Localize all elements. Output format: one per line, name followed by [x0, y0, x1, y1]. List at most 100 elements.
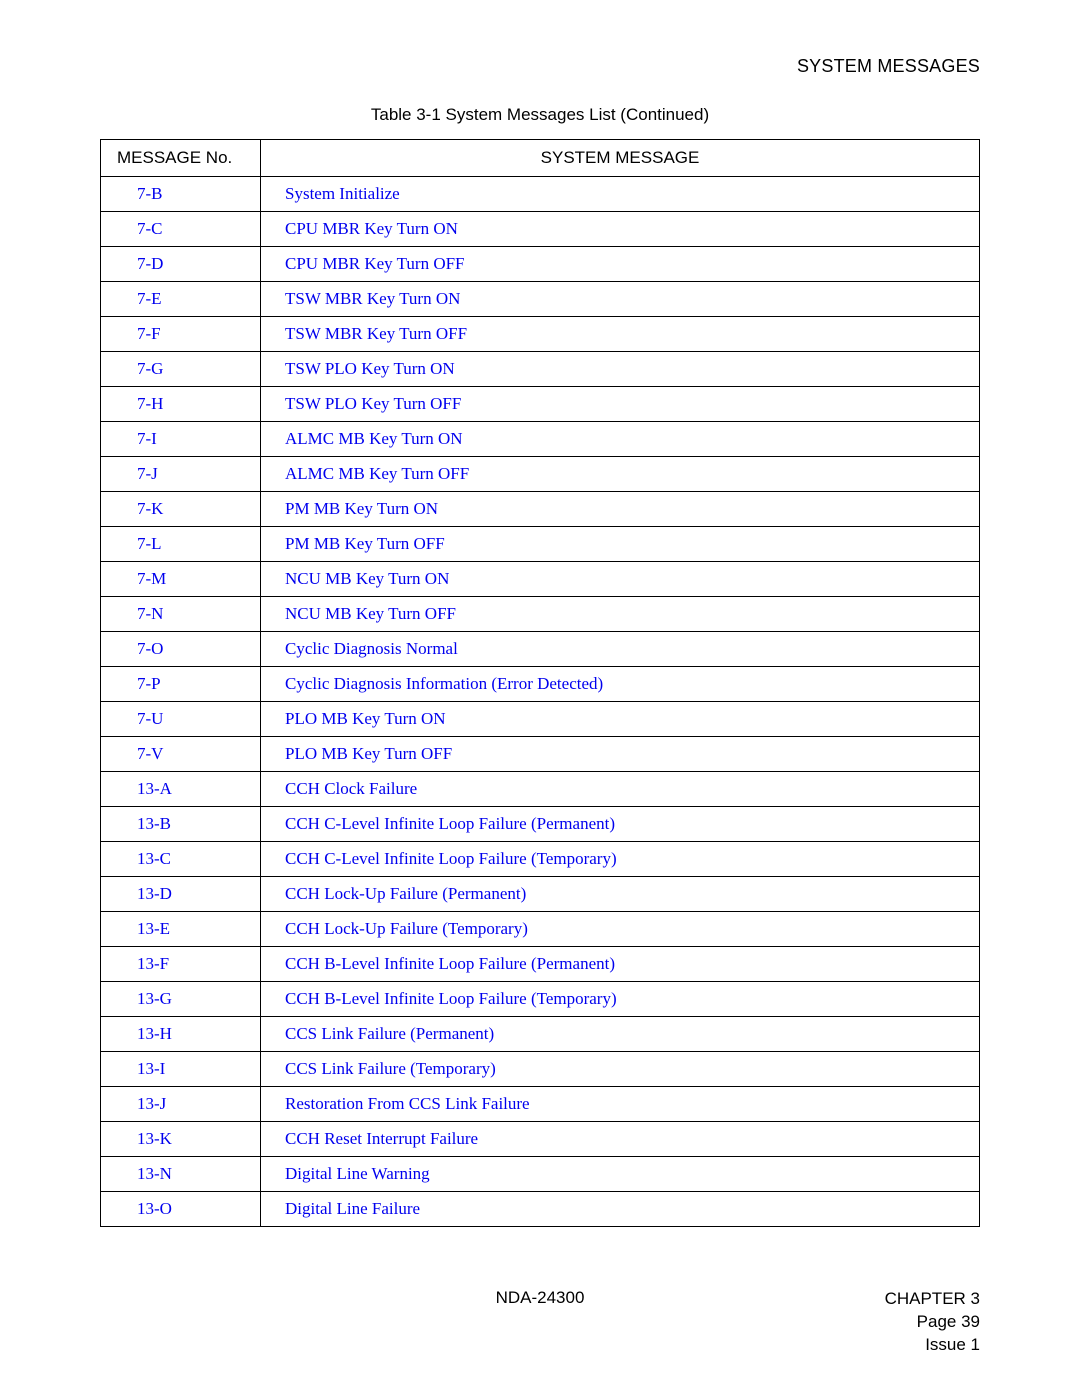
cell-message-no: 13-E [101, 912, 261, 947]
system-message-link[interactable]: CCH C-Level Infinite Loop Failure (Tempo… [285, 849, 617, 868]
message-no-link[interactable]: 13-A [137, 779, 172, 798]
system-message-link[interactable]: ALMC MB Key Turn ON [285, 429, 463, 448]
message-no-link[interactable]: 13-O [137, 1199, 172, 1218]
cell-message-no: 7-E [101, 282, 261, 317]
cell-system-message: TSW MBR Key Turn ON [261, 282, 980, 317]
message-no-link[interactable]: 13-G [137, 989, 172, 1008]
system-message-link[interactable]: CCS Link Failure (Temporary) [285, 1059, 496, 1078]
system-message-link[interactable]: PLO MB Key Turn ON [285, 709, 446, 728]
message-no-link[interactable]: 13-J [137, 1094, 166, 1113]
table-body: 7-B System Initialize 7-C CPU MBR Key Turn … [101, 177, 980, 1227]
table-row: 7-C CPU MBR Key Turn ON [101, 212, 980, 247]
message-no-link[interactable]: 7-J [137, 464, 158, 483]
cell-message-no: 13-C [101, 842, 261, 877]
message-no-link[interactable]: 7-K [137, 499, 163, 518]
system-message-link[interactable]: PM MB Key Turn OFF [285, 534, 445, 553]
message-no-link[interactable]: 7-L [137, 534, 162, 553]
message-no-link[interactable]: 13-I [137, 1059, 165, 1078]
system-message-link[interactable]: Cyclic Diagnosis Normal [285, 639, 458, 658]
message-no-link[interactable]: 7-N [137, 604, 163, 623]
system-message-link[interactable]: Digital Line Failure [285, 1199, 420, 1218]
system-message-link[interactable]: TSW PLO Key Turn OFF [285, 394, 461, 413]
system-message-link[interactable]: CPU MBR Key Turn ON [285, 219, 458, 238]
system-message-link[interactable]: TSW MBR Key Turn ON [285, 289, 460, 308]
message-no-link[interactable]: 7-U [137, 709, 163, 728]
table-row: 7-O Cyclic Diagnosis Normal [101, 632, 980, 667]
system-message-link[interactable]: ALMC MB Key Turn OFF [285, 464, 469, 483]
section-header: SYSTEM MESSAGES [100, 56, 980, 77]
system-message-link[interactable]: System Initialize [285, 184, 400, 203]
table-row: 13-I CCS Link Failure (Temporary) [101, 1052, 980, 1087]
cell-message-no: 13-H [101, 1017, 261, 1052]
cell-system-message: PM MB Key Turn ON [261, 492, 980, 527]
system-message-link[interactable]: TSW MBR Key Turn OFF [285, 324, 467, 343]
cell-message-no: 13-F [101, 947, 261, 982]
message-no-link[interactable]: 7-G [137, 359, 163, 378]
system-message-link[interactable]: Cyclic Diagnosis Information (Error Dete… [285, 674, 603, 693]
cell-message-no: 7-G [101, 352, 261, 387]
table-row: 7-V PLO MB Key Turn OFF [101, 737, 980, 772]
table-header-row: MESSAGE No. SYSTEM MESSAGE [101, 140, 980, 177]
cell-system-message: TSW MBR Key Turn OFF [261, 317, 980, 352]
cell-message-no: 7-J [101, 457, 261, 492]
table-row: 7-L PM MB Key Turn OFF [101, 527, 980, 562]
cell-message-no: 13-B [101, 807, 261, 842]
system-message-link[interactable]: Restoration From CCS Link Failure [285, 1094, 530, 1113]
cell-system-message: System Initialize [261, 177, 980, 212]
message-no-link[interactable]: 7-H [137, 394, 163, 413]
table-row: 7-U PLO MB Key Turn ON [101, 702, 980, 737]
cell-message-no: 7-I [101, 422, 261, 457]
system-message-link[interactable]: CCH Lock-Up Failure (Permanent) [285, 884, 526, 903]
table-row: 13-O Digital Line Failure [101, 1192, 980, 1227]
system-message-link[interactable]: PLO MB Key Turn OFF [285, 744, 452, 763]
message-no-link[interactable]: 7-B [137, 184, 163, 203]
system-messages-table: MESSAGE No. SYSTEM MESSAGE 7-B System Ini… [100, 139, 980, 1227]
cell-system-message: CPU MBR Key Turn OFF [261, 247, 980, 282]
cell-system-message: CCH Lock-Up Failure (Permanent) [261, 877, 980, 912]
message-no-link[interactable]: 13-N [137, 1164, 172, 1183]
system-message-link[interactable]: NCU MB Key Turn ON [285, 569, 449, 588]
cell-message-no: 7-P [101, 667, 261, 702]
system-message-link[interactable]: CCS Link Failure (Permanent) [285, 1024, 494, 1043]
cell-system-message: NCU MB Key Turn ON [261, 562, 980, 597]
message-no-link[interactable]: 13-D [137, 884, 172, 903]
message-no-link[interactable]: 7-E [137, 289, 162, 308]
system-message-link[interactable]: CCH B-Level Infinite Loop Failure (Perma… [285, 954, 615, 973]
table-row: 7-I ALMC MB Key Turn ON [101, 422, 980, 457]
message-no-link[interactable]: 7-I [137, 429, 157, 448]
table-row: 7-B System Initialize [101, 177, 980, 212]
system-message-link[interactable]: Digital Line Warning [285, 1164, 430, 1183]
system-message-link[interactable]: TSW PLO Key Turn ON [285, 359, 455, 378]
system-message-link[interactable]: CCH C-Level Infinite Loop Failure (Perma… [285, 814, 615, 833]
message-no-link[interactable]: 13-C [137, 849, 171, 868]
cell-message-no: 7-C [101, 212, 261, 247]
system-message-link[interactable]: CPU MBR Key Turn OFF [285, 254, 465, 273]
system-message-link[interactable]: NCU MB Key Turn OFF [285, 604, 456, 623]
system-message-link[interactable]: CCH Reset Interrupt Failure [285, 1129, 478, 1148]
message-no-link[interactable]: 13-E [137, 919, 170, 938]
system-message-link[interactable]: CCH Clock Failure [285, 779, 417, 798]
cell-system-message: CCH Clock Failure [261, 772, 980, 807]
message-no-link[interactable]: 13-H [137, 1024, 172, 1043]
message-no-link[interactable]: 7-V [137, 744, 163, 763]
message-no-link[interactable]: 7-P [137, 674, 161, 693]
message-no-link[interactable]: 13-K [137, 1129, 172, 1148]
message-no-link[interactable]: 7-C [137, 219, 163, 238]
message-no-link[interactable]: 13-F [137, 954, 169, 973]
system-message-link[interactable]: CCH Lock-Up Failure (Temporary) [285, 919, 528, 938]
message-no-link[interactable]: 7-D [137, 254, 163, 273]
message-no-link[interactable]: 7-F [137, 324, 161, 343]
table-row: 13-J Restoration From CCS Link Failure [101, 1087, 980, 1122]
system-message-link[interactable]: PM MB Key Turn ON [285, 499, 438, 518]
message-no-link[interactable]: 7-M [137, 569, 166, 588]
cell-system-message: CPU MBR Key Turn ON [261, 212, 980, 247]
cell-system-message: PLO MB Key Turn OFF [261, 737, 980, 772]
message-no-link[interactable]: 13-B [137, 814, 171, 833]
table-row: 13-C CCH C-Level Infinite Loop Failure (T… [101, 842, 980, 877]
cell-message-no: 7-M [101, 562, 261, 597]
cell-message-no: 7-F [101, 317, 261, 352]
system-message-link[interactable]: CCH B-Level Infinite Loop Failure (Tempo… [285, 989, 617, 1008]
cell-message-no: 13-D [101, 877, 261, 912]
table-row: 7-E TSW MBR Key Turn ON [101, 282, 980, 317]
message-no-link[interactable]: 7-O [137, 639, 163, 658]
